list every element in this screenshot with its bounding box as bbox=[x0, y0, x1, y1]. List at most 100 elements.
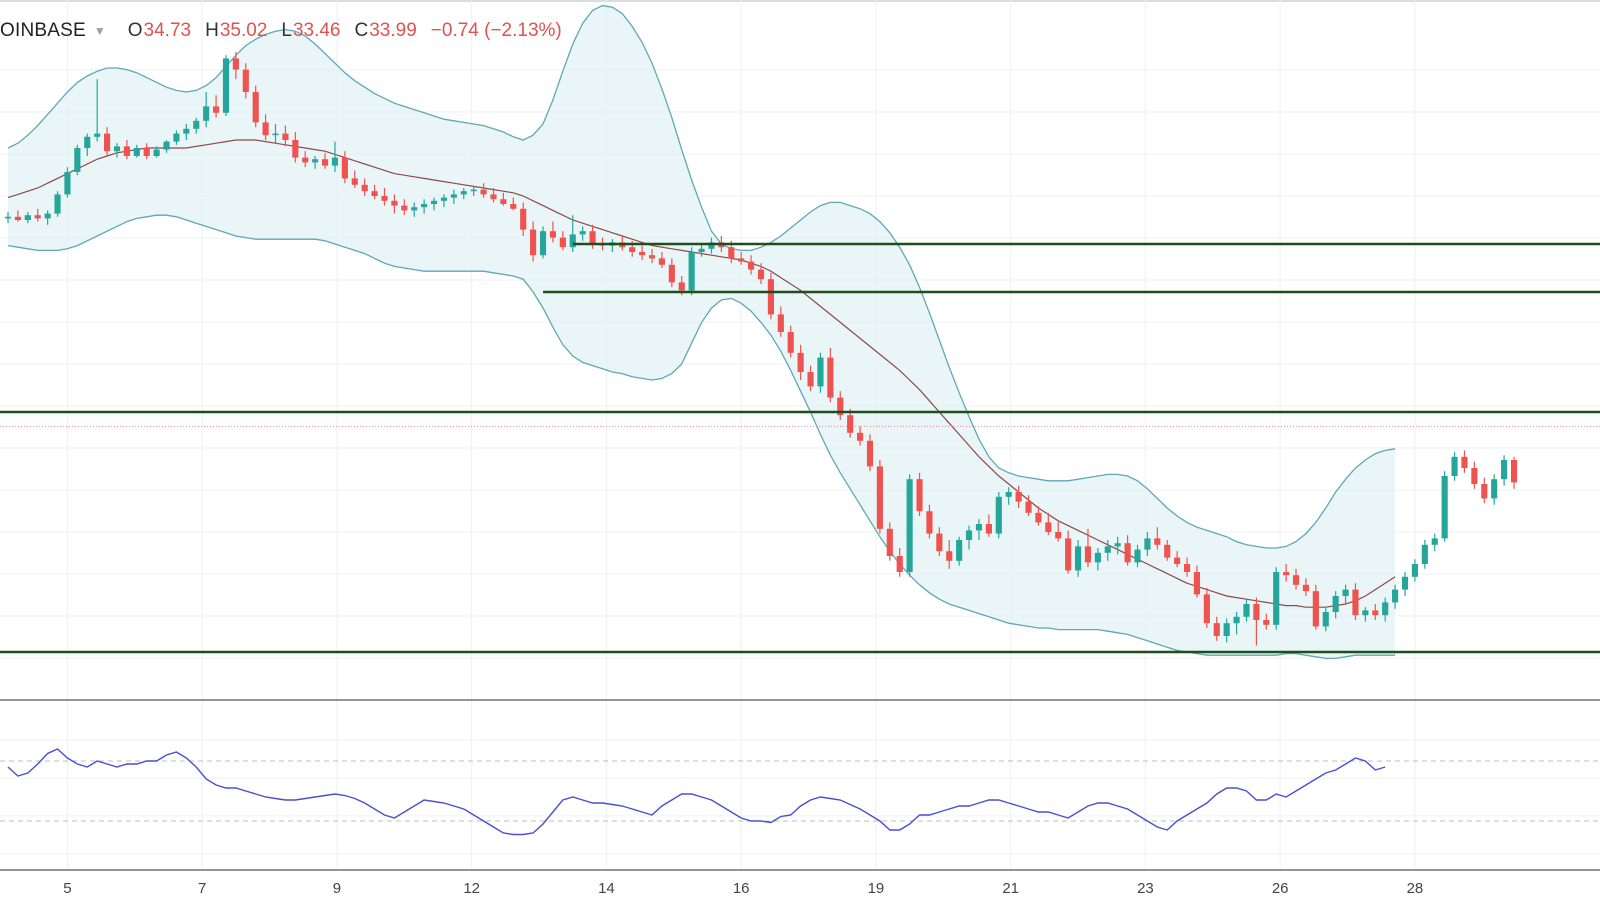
candle bbox=[1332, 591, 1339, 619]
candle bbox=[1451, 452, 1458, 481]
candle bbox=[381, 188, 388, 206]
candle bbox=[698, 244, 705, 257]
candle bbox=[985, 514, 992, 537]
candle bbox=[1481, 477, 1488, 504]
candle bbox=[1124, 535, 1131, 566]
candle bbox=[1144, 532, 1151, 556]
candle bbox=[1352, 583, 1359, 620]
candle bbox=[94, 79, 101, 142]
x-tick-label: 28 bbox=[1407, 880, 1424, 897]
candle-body bbox=[292, 140, 299, 158]
candle-body bbox=[1471, 468, 1478, 484]
candle bbox=[1074, 540, 1082, 577]
candle bbox=[84, 133, 91, 156]
candle-body bbox=[401, 205, 408, 211]
candle-body bbox=[639, 252, 646, 256]
candle-body bbox=[232, 58, 239, 70]
low-label: L bbox=[281, 20, 292, 41]
candle-body bbox=[242, 69, 249, 92]
candle bbox=[123, 140, 130, 160]
candle bbox=[866, 434, 874, 472]
candle-body bbox=[549, 231, 557, 238]
candle bbox=[965, 525, 973, 550]
candle-body bbox=[827, 357, 834, 398]
candle bbox=[1411, 559, 1418, 582]
candle-body bbox=[956, 540, 963, 561]
candle-body bbox=[252, 92, 259, 123]
candle bbox=[708, 237, 715, 254]
candle-body bbox=[757, 269, 765, 280]
candle-body bbox=[1134, 549, 1141, 563]
candle bbox=[539, 226, 547, 259]
candle-body bbox=[748, 261, 755, 270]
candle-body bbox=[391, 200, 398, 206]
candle bbox=[639, 245, 646, 260]
candle-body bbox=[1035, 512, 1042, 523]
candle-body bbox=[946, 551, 953, 561]
candle-body bbox=[1312, 591, 1319, 627]
high-value: 35.02 bbox=[219, 20, 268, 41]
candle-body bbox=[688, 252, 695, 291]
candle bbox=[1372, 604, 1379, 620]
candle bbox=[1510, 456, 1518, 489]
candle bbox=[1035, 506, 1042, 526]
candle-body bbox=[837, 397, 844, 416]
candle bbox=[1084, 528, 1092, 568]
candle-body bbox=[430, 200, 438, 204]
candle bbox=[847, 408, 854, 438]
candle-body bbox=[222, 58, 230, 113]
candle bbox=[1223, 618, 1230, 643]
candle-body bbox=[1382, 602, 1389, 616]
candle-body bbox=[1273, 572, 1280, 625]
candle-body bbox=[133, 148, 140, 156]
candle-body bbox=[1342, 589, 1349, 596]
candle-body bbox=[708, 242, 715, 249]
candle bbox=[668, 258, 675, 288]
candle-body bbox=[975, 524, 983, 531]
candle-body bbox=[113, 146, 121, 152]
candle bbox=[916, 472, 923, 516]
candle bbox=[1292, 568, 1300, 590]
candle bbox=[995, 492, 1002, 539]
candle-body bbox=[896, 556, 903, 572]
candle-body bbox=[1392, 589, 1399, 603]
x-tick-label: 7 bbox=[198, 880, 206, 897]
candle-body bbox=[460, 191, 467, 195]
candle-body bbox=[767, 279, 774, 315]
candle bbox=[817, 352, 824, 393]
candle bbox=[896, 548, 903, 577]
symbol-dropdown-icon[interactable]: ▼ bbox=[93, 24, 106, 38]
candle-body bbox=[1372, 610, 1379, 616]
candle bbox=[351, 170, 358, 188]
candle bbox=[530, 221, 537, 262]
candle bbox=[1134, 544, 1141, 568]
candle-body bbox=[936, 533, 943, 552]
candle bbox=[1322, 607, 1329, 632]
candle-body bbox=[312, 159, 319, 163]
candle-body bbox=[1193, 572, 1201, 595]
candle-body bbox=[282, 133, 289, 140]
candle bbox=[1471, 461, 1478, 489]
candle-body bbox=[381, 196, 388, 201]
candle-body bbox=[371, 191, 378, 196]
candle bbox=[292, 132, 299, 163]
candle-body bbox=[539, 231, 547, 256]
candle-body bbox=[1203, 594, 1210, 624]
candle-body bbox=[1510, 460, 1518, 483]
candle bbox=[262, 114, 269, 140]
candle-body bbox=[1441, 476, 1448, 539]
candle bbox=[302, 151, 309, 168]
candle bbox=[430, 197, 438, 211]
symbol-label[interactable]: OINBASE bbox=[0, 20, 86, 41]
candle bbox=[520, 202, 527, 236]
candle-body bbox=[668, 264, 675, 283]
candle-body bbox=[698, 248, 705, 252]
candle-body bbox=[14, 216, 21, 220]
candle-body bbox=[153, 149, 160, 156]
candle-body bbox=[648, 255, 656, 259]
candle bbox=[827, 348, 834, 403]
candle-body bbox=[1421, 544, 1428, 564]
candle bbox=[1401, 572, 1409, 596]
candle-body bbox=[1055, 532, 1062, 539]
